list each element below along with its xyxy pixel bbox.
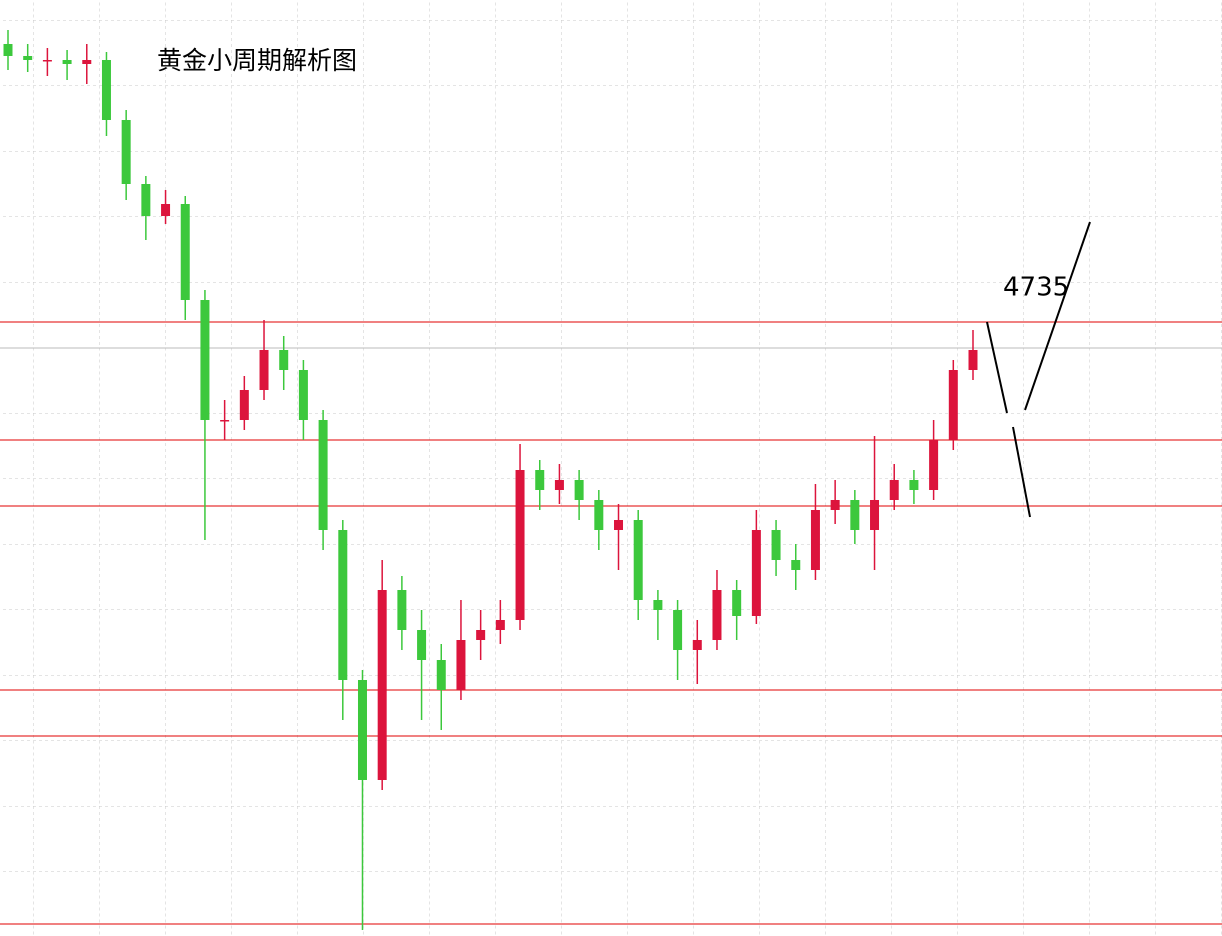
candle-body [101, 60, 111, 120]
candle-body [850, 500, 860, 530]
candle-body [397, 590, 407, 630]
candle-body [515, 470, 525, 620]
candle-body [161, 204, 171, 216]
candle-body [476, 630, 486, 640]
candle-body [574, 480, 584, 500]
candle-body [830, 500, 840, 510]
candle-body [495, 620, 505, 630]
candle-body [692, 640, 702, 650]
projection-line [1012, 426, 1031, 518]
candle-body [653, 600, 663, 610]
candle-body [673, 610, 683, 650]
candle-body [535, 470, 545, 490]
candle-body [62, 60, 72, 64]
candle-body [633, 520, 643, 600]
candle-body [968, 350, 978, 370]
candle-body [614, 520, 624, 530]
candle-body [3, 44, 13, 56]
candle-body [751, 530, 761, 616]
candle-body [239, 390, 249, 420]
chart-title: 黄金小周期解析图 [157, 46, 357, 75]
candle-body [318, 420, 328, 530]
candle-body [23, 56, 33, 60]
candle-body [771, 530, 781, 560]
candle-body [554, 480, 564, 490]
projection-line [1024, 221, 1091, 411]
candle-body [298, 370, 308, 420]
candle-body [180, 204, 190, 300]
candle-body [42, 60, 52, 62]
candle-body [791, 560, 801, 570]
candle-body [82, 60, 92, 64]
candle-body [436, 660, 446, 690]
candle-body [870, 500, 880, 530]
annotation: 4735 [1003, 273, 1069, 303]
candle-body [200, 300, 210, 420]
candle-body [417, 630, 427, 660]
projection-line [986, 321, 1008, 414]
candle-body [259, 350, 269, 390]
candle-body [810, 510, 820, 570]
candle-body [338, 530, 348, 680]
candle-body [456, 640, 466, 690]
candle-body [220, 420, 230, 422]
candle-body [357, 680, 367, 780]
candle-body [712, 590, 722, 640]
candle-body [121, 120, 131, 184]
candle-body [889, 480, 899, 500]
candle-body [279, 350, 289, 370]
candle-body [377, 590, 387, 780]
plot [0, 30, 1222, 930]
candle-body [732, 590, 742, 616]
candle-body [141, 184, 151, 216]
candle-body [594, 500, 604, 530]
candle-body [909, 480, 919, 490]
projection [986, 221, 1091, 518]
candle-body [948, 370, 958, 440]
candle-body [929, 440, 939, 490]
